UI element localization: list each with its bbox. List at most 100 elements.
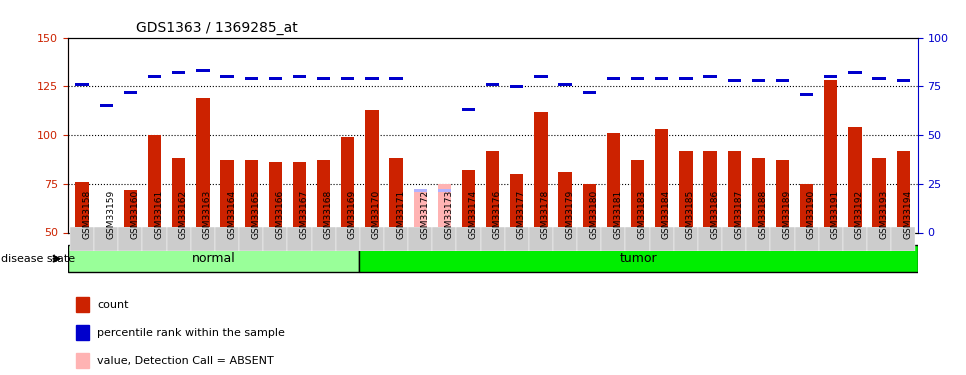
Text: GSM33164: GSM33164	[227, 190, 236, 239]
Bar	[288, 227, 311, 251]
Text: GSM33186: GSM33186	[710, 190, 719, 239]
Text: GSM33171: GSM33171	[396, 190, 405, 239]
Bar	[776, 79, 789, 82]
Text: GSM33169: GSM33169	[348, 190, 356, 239]
Bar	[794, 227, 819, 251]
Bar	[674, 227, 697, 251]
Bar	[481, 227, 504, 251]
Text: GSM33181: GSM33181	[613, 190, 622, 239]
FancyBboxPatch shape	[68, 245, 359, 272]
Bar	[359, 227, 384, 251]
Bar	[824, 80, 838, 232]
Bar	[365, 77, 379, 80]
Text: GSM33177: GSM33177	[517, 190, 526, 239]
Text: tumor: tumor	[619, 252, 657, 265]
Bar	[462, 170, 475, 232]
Text: GSM33160: GSM33160	[130, 190, 139, 239]
Bar	[99, 104, 113, 107]
Text: GSM33158: GSM33158	[82, 190, 91, 239]
Bar	[433, 227, 456, 251]
Bar	[215, 227, 240, 251]
Bar	[722, 227, 746, 251]
Bar	[776, 160, 789, 232]
Bar	[655, 77, 668, 80]
Bar	[510, 85, 524, 88]
Bar	[438, 184, 451, 232]
Bar	[867, 227, 892, 251]
Bar	[341, 77, 355, 80]
Bar	[167, 227, 191, 251]
Bar	[649, 227, 674, 251]
Bar	[558, 172, 572, 232]
Bar	[679, 151, 693, 232]
Text: GSM33194: GSM33194	[903, 190, 912, 239]
Text: GSM33190: GSM33190	[807, 190, 815, 239]
Bar	[240, 227, 263, 251]
Bar	[311, 227, 336, 251]
Text: GSM33192: GSM33192	[855, 190, 864, 239]
Bar	[196, 69, 210, 72]
Text: GSM33165: GSM33165	[251, 190, 260, 239]
Bar	[631, 160, 644, 232]
Bar	[76, 297, 89, 312]
Bar	[438, 189, 451, 192]
Bar	[389, 158, 403, 232]
Bar	[172, 158, 185, 232]
Bar	[99, 226, 113, 232]
Bar	[626, 227, 649, 251]
Bar	[457, 227, 481, 251]
Text: GSM33189: GSM33189	[782, 190, 791, 239]
Text: normal: normal	[191, 252, 236, 265]
Bar	[143, 227, 167, 251]
Bar	[75, 83, 89, 86]
Text: GSM33172: GSM33172	[420, 190, 429, 239]
Bar	[244, 77, 258, 80]
Bar	[510, 174, 524, 232]
Bar	[191, 227, 215, 251]
Bar	[896, 151, 910, 232]
Text: GSM33159: GSM33159	[106, 190, 115, 239]
Text: GSM33170: GSM33170	[372, 190, 381, 239]
Bar	[413, 190, 427, 232]
Bar	[384, 227, 409, 251]
Bar	[703, 151, 717, 232]
Bar	[601, 227, 626, 251]
Text: GSM33168: GSM33168	[324, 190, 332, 239]
Bar	[220, 160, 234, 232]
Bar	[70, 227, 95, 251]
Bar	[607, 133, 620, 232]
Bar	[747, 227, 771, 251]
Bar	[244, 160, 258, 232]
Bar	[553, 227, 578, 251]
Bar	[534, 75, 548, 78]
Text: GSM33178: GSM33178	[541, 190, 550, 239]
Text: percentile rank within the sample: percentile rank within the sample	[98, 328, 285, 338]
Bar	[317, 160, 330, 232]
Bar	[679, 77, 693, 80]
Bar	[824, 75, 838, 78]
Bar	[578, 227, 601, 251]
Text: GSM33187: GSM33187	[734, 190, 743, 239]
Text: GSM33167: GSM33167	[299, 190, 308, 239]
Bar	[529, 227, 553, 251]
Bar	[848, 71, 862, 74]
Bar	[655, 129, 668, 232]
Text: GSM33163: GSM33163	[203, 190, 212, 239]
Bar	[486, 83, 499, 86]
Bar	[534, 112, 548, 232]
Bar	[558, 83, 572, 86]
Text: GSM33191: GSM33191	[831, 190, 839, 239]
Bar	[800, 184, 813, 232]
Text: GSM33162: GSM33162	[179, 190, 187, 239]
Text: value, Detection Call = ABSENT: value, Detection Call = ABSENT	[98, 356, 274, 366]
Bar	[462, 108, 475, 111]
Bar	[76, 353, 89, 368]
Bar	[842, 227, 867, 251]
Bar	[409, 227, 433, 251]
Text: GSM33183: GSM33183	[638, 190, 646, 239]
Bar	[76, 325, 89, 340]
Bar	[752, 79, 765, 82]
Bar	[172, 71, 185, 74]
Bar	[124, 190, 137, 232]
Bar	[220, 75, 234, 78]
